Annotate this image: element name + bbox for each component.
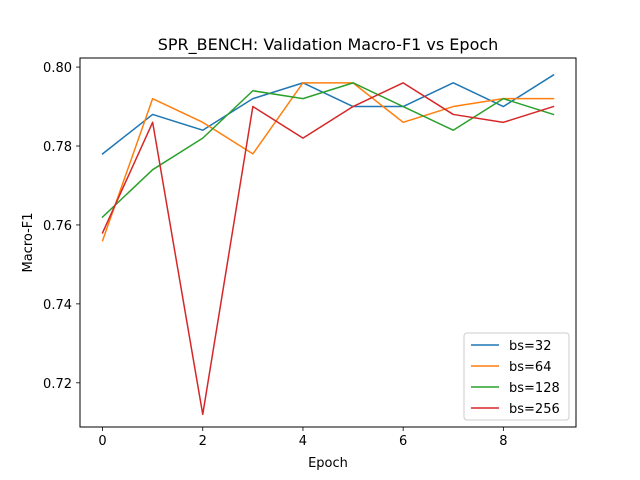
- legend-label: bs=128: [509, 381, 560, 396]
- plot-area-frame: [79, 57, 577, 428]
- y-tick-label: 0.76: [43, 219, 72, 234]
- chart-title: SPR_BENCH: Validation Macro-F1 vs Epoch: [158, 35, 499, 55]
- series-line-3: [101, 82, 555, 416]
- series-line-1: [101, 82, 555, 242]
- legend-box: [463, 332, 570, 421]
- x-tick-label: 0: [98, 434, 106, 449]
- legend-label: bs=32: [509, 339, 551, 354]
- x-tick-label: 6: [399, 434, 407, 449]
- y-tick-label: 0.72: [43, 377, 72, 392]
- x-axis-label: Epoch: [308, 456, 348, 471]
- series-line-2: [101, 82, 555, 219]
- x-axis-ticks: 0 2 4 6 8: [98, 427, 507, 449]
- series-line-0: [101, 73, 555, 155]
- y-tick-label: 0.78: [43, 140, 72, 155]
- x-tick-label: 8: [499, 434, 507, 449]
- legend-label: bs=64: [509, 360, 551, 375]
- y-axis-label: Macro-F1: [21, 212, 36, 272]
- series-lines: [101, 73, 555, 416]
- x-tick-label: 4: [299, 434, 307, 449]
- y-tick-label: 0.74: [43, 298, 72, 313]
- legend: bs=32 bs=64 bs=128 bs=256: [463, 332, 570, 421]
- x-tick-label: 2: [199, 434, 207, 449]
- legend-label: bs=256: [509, 402, 560, 417]
- y-axis-ticks: 0.72 0.74 0.76 0.78 0.80: [43, 61, 80, 392]
- y-tick-label: 0.80: [43, 61, 72, 76]
